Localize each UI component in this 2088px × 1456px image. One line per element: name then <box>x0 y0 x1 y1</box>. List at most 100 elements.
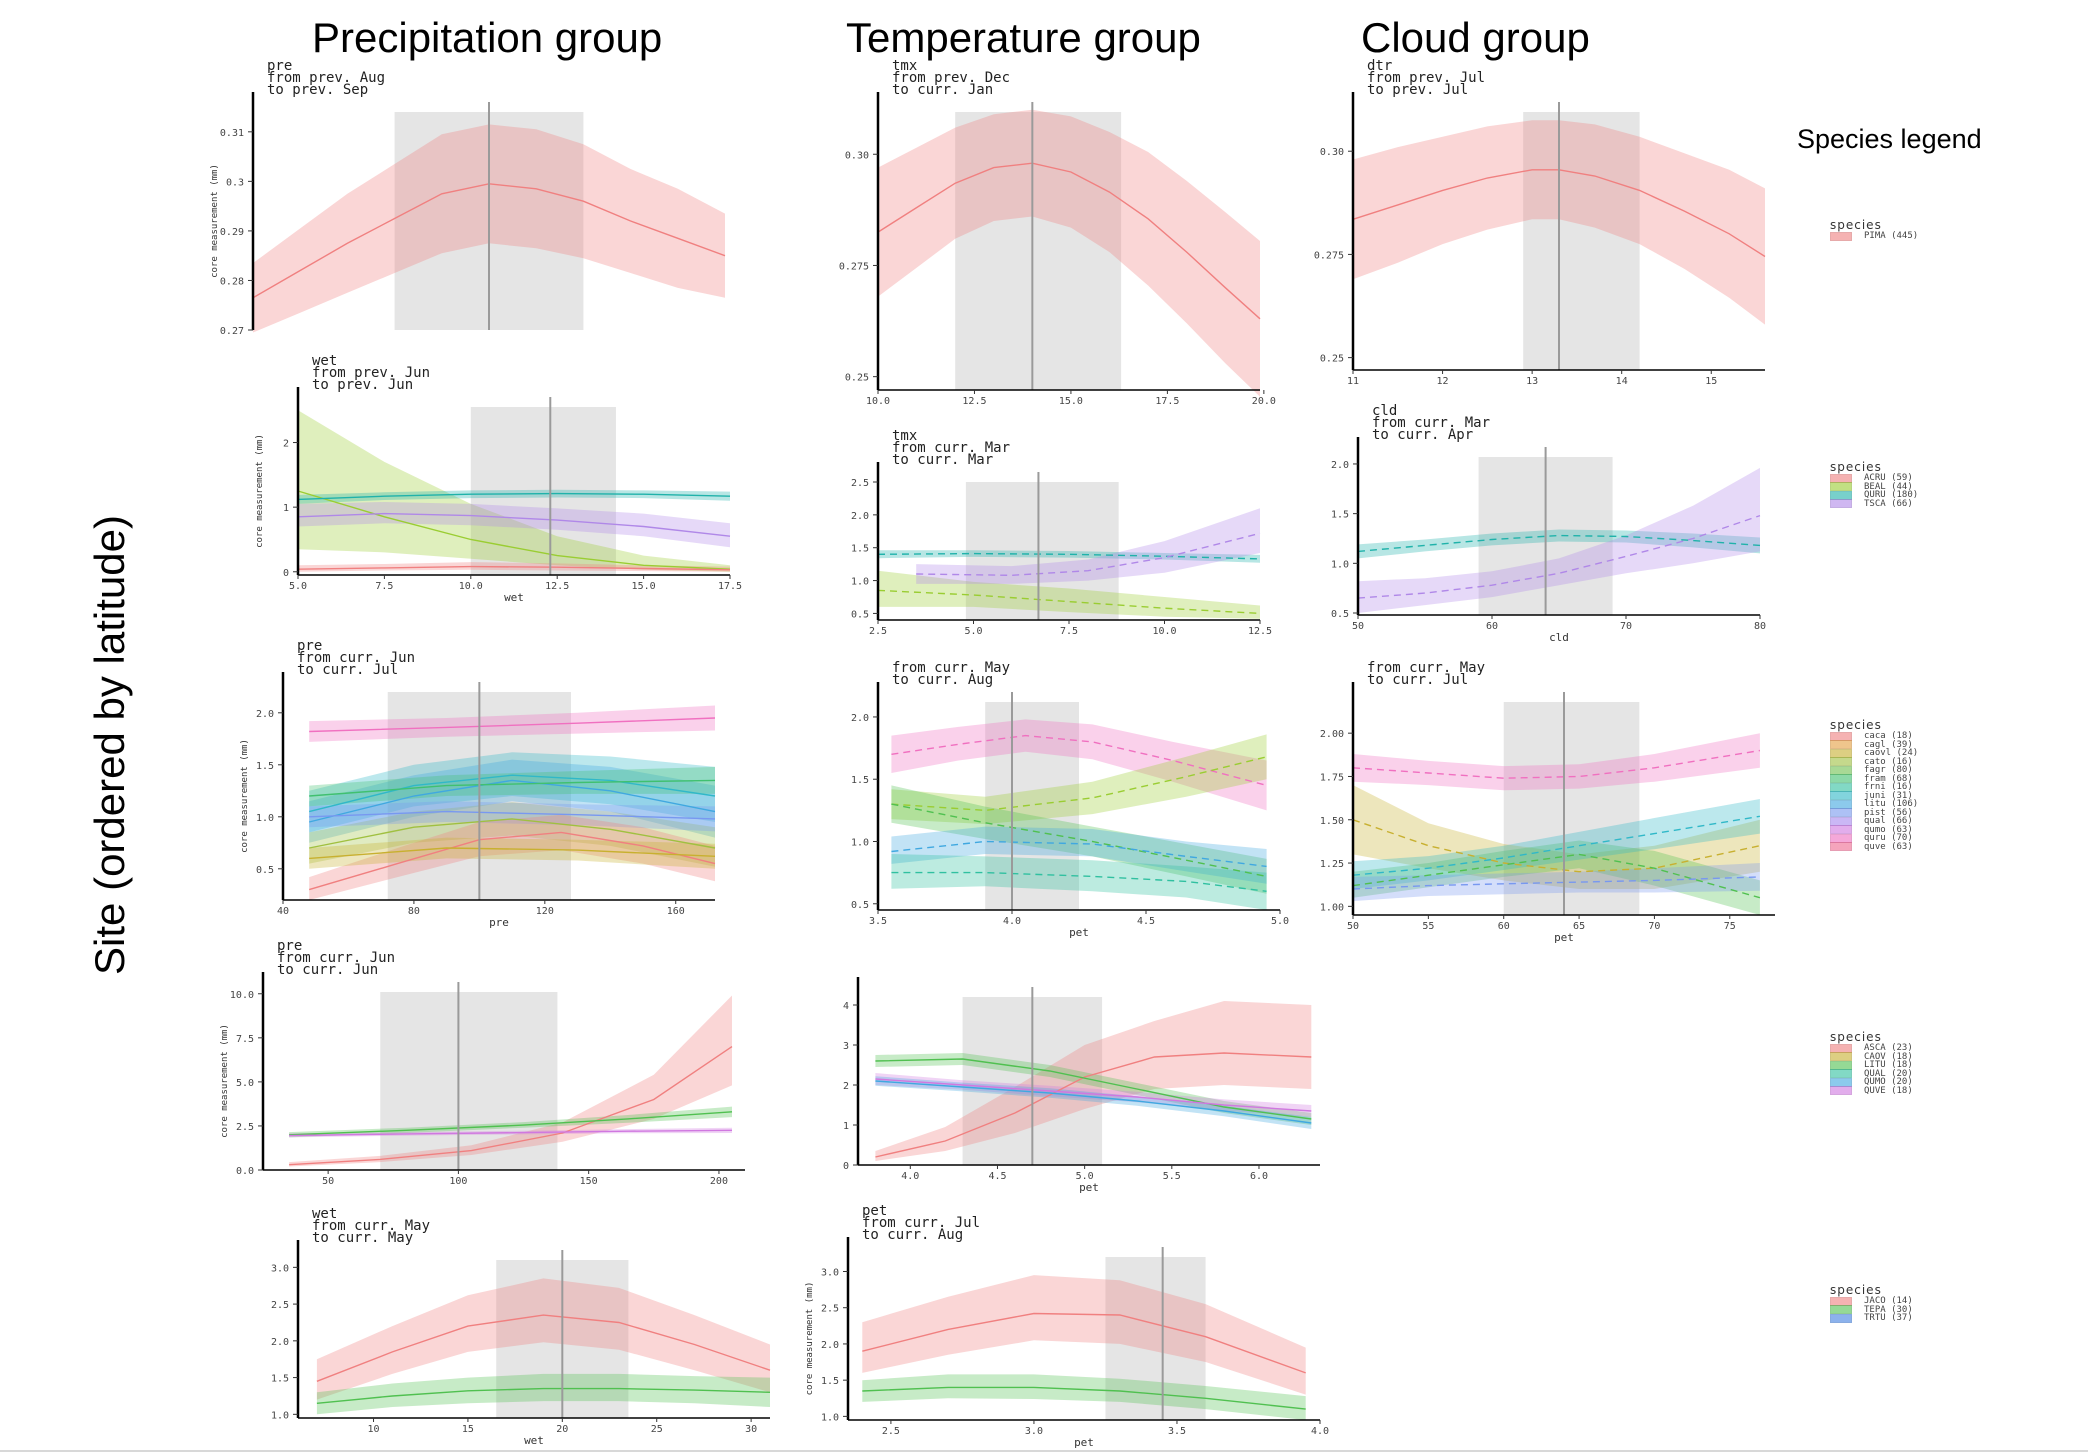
legend-item: QUVE (18) <box>1830 1085 1913 1096</box>
confidence-ribbon-1 <box>875 1053 1312 1125</box>
y-axis-label: core measurement (mm) <box>255 434 265 548</box>
x-tick-label: 40 <box>277 906 289 917</box>
y-tick-label: 2.00 <box>1320 729 1344 740</box>
y-tick-label: 0.29 <box>220 227 244 238</box>
legend-label: frni (16) <box>1864 782 1913 793</box>
legend-color-key <box>1830 1086 1852 1096</box>
window-label-line: cld <box>1372 403 1397 419</box>
site-axis-label: Site (ordered by latitude) <box>86 515 133 975</box>
y-tick-label: 2.0 <box>821 1340 839 1351</box>
window-label-line: from curr. May <box>312 1218 430 1234</box>
precipitation-chart-row-0: 0.27 0.28 0.29 0.3 0.31 core measurement (mm)… <box>210 58 726 337</box>
confidence-ribbon-1 <box>298 489 730 504</box>
confidence-ribbon-6 <box>309 814 715 900</box>
confidence-ribbon-0 <box>891 719 1267 811</box>
cloud-group-header: Cloud group <box>1361 14 1590 61</box>
legend-label: TSCA (66) <box>1864 498 1913 509</box>
series-line-6 <box>309 831 716 891</box>
x-tick-label: 6.0 <box>1250 1171 1268 1182</box>
x-tick-label: 50 <box>1347 921 1359 932</box>
x-tick-label: 20.0 <box>1252 396 1276 407</box>
x-tick-label: 15.0 <box>1059 396 1083 407</box>
y-tick-label: 1.5 <box>851 544 869 555</box>
y-tick-label: 0.275 <box>1314 250 1344 261</box>
x-tick-label: 2.5 <box>869 626 887 637</box>
y-tick-label: 0.27 <box>220 326 244 337</box>
legend-item: TSCA (66) <box>1830 498 1918 509</box>
confidence-ribbon-4 <box>891 854 1267 910</box>
window-label-line: to curr. Jul <box>1367 672 1468 688</box>
series-line-2 <box>1352 853 1761 899</box>
x-tick-label: 2.5 <box>882 1426 900 1437</box>
legend-label: QUVE (18) <box>1864 1085 1913 1096</box>
x-tick-label: 80 <box>408 906 420 917</box>
window-label-line: from prev. Dec <box>892 70 1010 86</box>
x-tick-label: 14 <box>1616 376 1628 387</box>
confidence-ribbon-7 <box>309 837 715 869</box>
confidence-ribbon-0 <box>316 1278 770 1400</box>
temperature-chart-row-4: 1.0 1.5 2.0 2.5 3.0 2.5 3.0 3.5 4.0 pet core measu… <box>805 1203 1329 1449</box>
x-tick-label: 15 <box>1705 376 1717 387</box>
window-label-line: from curr. Jun <box>277 950 395 966</box>
x-tick-label: 50 <box>322 1176 334 1187</box>
legend-label: ASCA (23) <box>1864 1043 1913 1054</box>
temperature-group-header: Temperature group <box>846 14 1201 61</box>
confidence-ribbon-0 <box>878 570 1260 619</box>
confidence-ribbon-3 <box>891 826 1267 884</box>
y-tick-label: 2.5 <box>821 1304 839 1315</box>
window-label-line: to curr. Apr <box>1372 427 1473 443</box>
x-tick-label: 7.5 <box>375 581 393 592</box>
window-label-line: from curr. Jun <box>297 650 415 666</box>
legend-label: caca (18) <box>1864 731 1913 742</box>
x-tick-label: 70 <box>1620 621 1632 632</box>
y-tick-label: 2.0 <box>271 1337 289 1348</box>
y-tick-label: 1.0 <box>256 813 274 824</box>
confidence-ribbon-3 <box>875 1076 1312 1129</box>
x-axis-label: pet <box>1069 926 1089 939</box>
legend-label: pist (56) <box>1864 807 1913 818</box>
legend-label: fagr (80) <box>1864 765 1913 776</box>
x-tick-label: 5.0 <box>1271 916 1289 927</box>
x-tick-label: 80 <box>1754 621 1766 632</box>
x-tick-label: 5.0 <box>1076 1171 1094 1182</box>
window-label-line: to prev. Jul <box>1367 82 1468 98</box>
x-tick-label: 12 <box>1437 376 1449 387</box>
x-tick-label: 30 <box>745 1424 757 1435</box>
window-label-line: from curr. Mar <box>892 440 1010 456</box>
x-axis-label: pet <box>1554 931 1574 944</box>
series-line-2 <box>289 1129 733 1137</box>
series-line-3 <box>309 779 716 797</box>
y-tick-label: 1.25 <box>1320 859 1344 870</box>
confidence-ribbon-1 <box>309 752 715 833</box>
series-line-4 <box>891 871 1267 892</box>
x-tick-label: 5.0 <box>964 626 982 637</box>
legend-label: fram (68) <box>1864 773 1913 784</box>
legend-label: TEPA (30) <box>1864 1304 1913 1315</box>
series-line-5 <box>309 810 716 820</box>
x-tick-label: 65 <box>1573 921 1585 932</box>
confidence-ribbon-1 <box>1358 467 1760 613</box>
window-label-line: to prev. Jun <box>312 377 413 393</box>
y-tick-label: 3 <box>843 1041 849 1052</box>
y-tick-label: 2.0 <box>256 709 274 720</box>
y-tick-label: 10.0 <box>230 990 254 1001</box>
y-tick-label: 1.0 <box>1331 559 1349 570</box>
window-label-line: from curr. Mar <box>1372 415 1490 431</box>
temperature-chart-row-3: 0 1 2 3 4 4.0 4.5 5.0 5.5 6.0 pet <box>843 977 1320 1194</box>
window-label-line: to prev. Sep <box>267 82 368 98</box>
y-tick-label: 2.5 <box>236 1122 254 1133</box>
legend-label: QUMO (20) <box>1864 1077 1913 1088</box>
series-line-3 <box>297 565 731 571</box>
x-tick-label: 10 <box>367 1424 379 1435</box>
x-axis-label: pet <box>1074 1436 1094 1449</box>
y-tick-label: 1.5 <box>851 775 869 786</box>
series-line-1 <box>289 1111 733 1136</box>
legend-label: JACO (14) <box>1864 1296 1913 1307</box>
legend-item: PIMA (445) <box>1830 231 1918 241</box>
series-line-1 <box>316 1387 771 1404</box>
bottom-divider <box>0 1450 2088 1452</box>
x-tick-label: 13 <box>1526 376 1538 387</box>
y-tick-label: 2.0 <box>851 713 869 724</box>
series-line-0 <box>297 490 731 570</box>
